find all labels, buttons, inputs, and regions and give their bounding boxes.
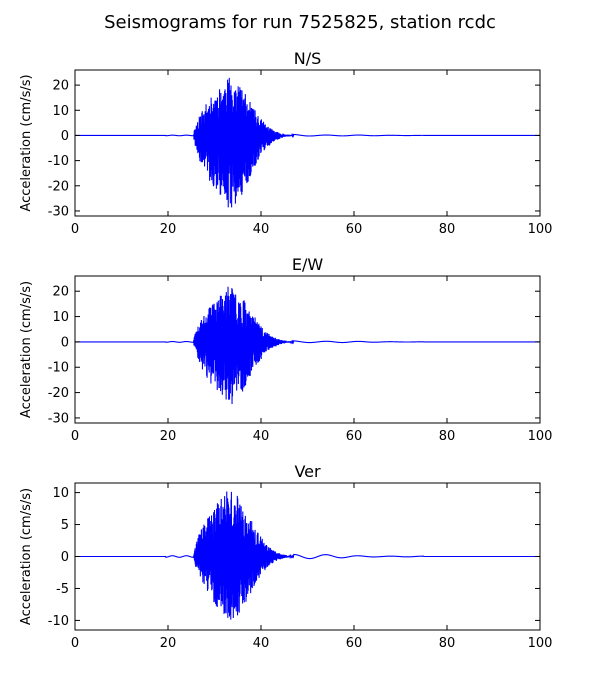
y-tick-label: 10 xyxy=(52,104,69,119)
x-tick-label: 40 xyxy=(253,636,270,651)
x-tick-label: 20 xyxy=(160,636,177,651)
seismogram-trace xyxy=(75,77,540,208)
y-axis-label: Acceleration (cm/s/s) xyxy=(19,281,34,418)
panel-title: Ver xyxy=(294,462,321,481)
y-axis-label: Acceleration (cm/s/s) xyxy=(19,488,34,625)
panel-title: N/S xyxy=(294,49,322,68)
y-tick-label: 0 xyxy=(61,550,69,565)
y-tick-label: 10 xyxy=(52,486,69,501)
x-tick-label: 100 xyxy=(528,429,553,444)
y-axis-label: Acceleration (cm/s/s) xyxy=(19,74,34,211)
x-tick-label: 20 xyxy=(160,222,177,237)
y-tick-label: -20 xyxy=(48,179,69,194)
x-tick-label: 100 xyxy=(528,636,553,651)
x-tick-label: 0 xyxy=(71,429,79,444)
x-tick-label: 20 xyxy=(160,429,177,444)
y-tick-label: 20 xyxy=(52,285,69,300)
y-tick-label: -10 xyxy=(48,614,69,629)
plot-frame xyxy=(74,69,541,217)
y-tick-label: 20 xyxy=(52,79,69,94)
x-tick-label: 40 xyxy=(253,429,270,444)
y-tick-label: -10 xyxy=(48,154,69,169)
x-tick-label: 80 xyxy=(439,636,456,651)
x-tick-label: 60 xyxy=(346,222,363,237)
x-tick-label: 40 xyxy=(253,222,270,237)
figure-title: Seismograms for run 7525825, station rcd… xyxy=(104,12,496,33)
y-tick-label: -30 xyxy=(48,411,69,426)
panel-title: E/W xyxy=(292,255,324,274)
x-tick-label: 100 xyxy=(528,222,553,237)
y-tick-label: -30 xyxy=(48,204,69,219)
x-tick-label: 0 xyxy=(71,636,79,651)
y-tick-label: 0 xyxy=(61,335,69,350)
x-tick-label: 0 xyxy=(71,222,79,237)
x-tick-label: 80 xyxy=(439,222,456,237)
y-tick-label: 5 xyxy=(61,518,69,533)
plot-frame xyxy=(74,275,541,424)
y-tick-label: 0 xyxy=(61,129,69,144)
seismogram-trace xyxy=(75,491,540,620)
y-tick-label: -5 xyxy=(56,582,69,597)
y-tick-label: 10 xyxy=(52,310,69,325)
x-tick-label: 60 xyxy=(346,636,363,651)
seismogram-trace xyxy=(75,286,540,404)
y-tick-label: -20 xyxy=(48,386,69,401)
y-tick-label: -10 xyxy=(48,361,69,376)
x-tick-label: 80 xyxy=(439,429,456,444)
x-tick-label: 60 xyxy=(346,429,363,444)
